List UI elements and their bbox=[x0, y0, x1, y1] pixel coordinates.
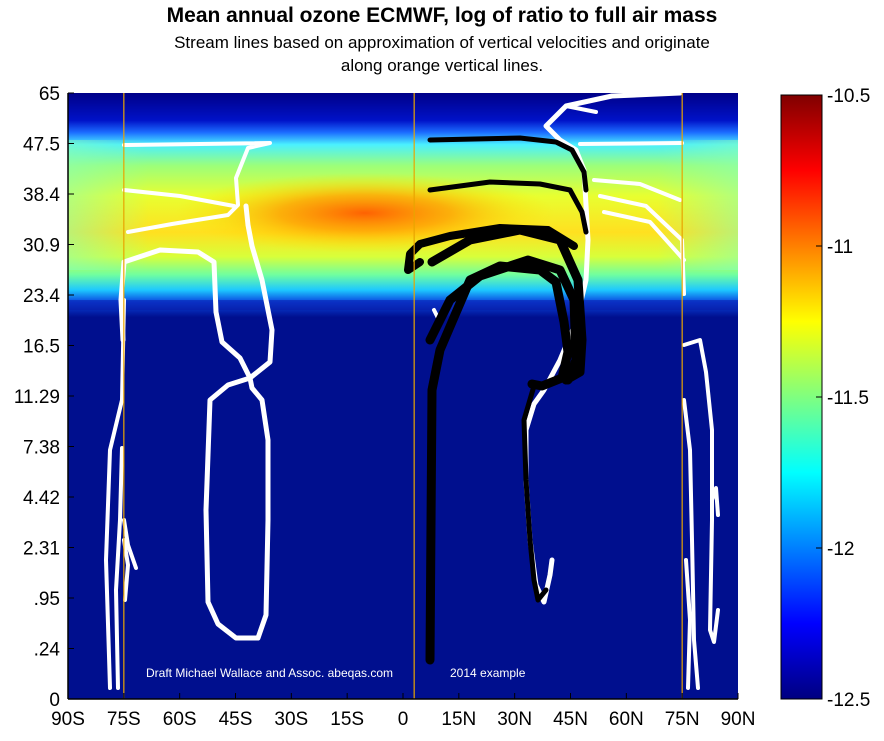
x-tick-label-0: 90S bbox=[51, 709, 85, 730]
y-tick-label-6: 11.29 bbox=[14, 387, 60, 408]
colorbar-tick-label-1: -11 bbox=[827, 237, 853, 258]
credit-annotation: Draft Michael Wallace and Assoc. abeqas.… bbox=[146, 666, 393, 680]
y-tick-label-10: .95 bbox=[34, 589, 60, 610]
x-tick-label-7: 15N bbox=[441, 709, 476, 730]
y-tick-label-8: 4.42 bbox=[23, 488, 60, 509]
colorbar-tick-label-2: -11.5 bbox=[827, 388, 869, 409]
y-tick-label-9: 2.31 bbox=[23, 539, 60, 560]
y-tick-label-5: 16.5 bbox=[23, 337, 60, 358]
y-tick-label-0: 65 bbox=[39, 84, 60, 105]
x-tick-label-8: 30N bbox=[497, 709, 532, 730]
stream-line-north-10 bbox=[710, 486, 720, 517]
stream-line-south-7 bbox=[122, 538, 130, 602]
stream-line-north-4 bbox=[592, 178, 682, 202]
x-tick-label-9: 45N bbox=[553, 709, 588, 730]
colorbar-tick-label-0: -10.5 bbox=[827, 86, 870, 107]
colorbar-tick-label-4: -12.5 bbox=[827, 690, 870, 711]
chart-subtitle-line-2: along orange vertical lines. bbox=[340, 56, 544, 75]
y-tick-label-12: 0 bbox=[49, 690, 60, 711]
x-tick-label-5: 15S bbox=[330, 709, 364, 730]
example-stream-line-2 bbox=[427, 179, 589, 235]
stream-line-north-2 bbox=[564, 104, 598, 114]
example-stream-line-1 bbox=[427, 135, 589, 193]
chart-subtitle-line-1: Stream lines based on approximation of v… bbox=[174, 33, 710, 52]
y-axis-ticks: 65 47.5 38.4 30.9 23.4 16.5 11.29 7.38 4.42 2.31.… bbox=[14, 84, 74, 711]
chart-title: Mean annual ozone ECMWF, log of ratio to… bbox=[166, 4, 718, 27]
x-axis-ticks: 90S 75S 60S 45S 30S 15S 0 15N 30N 45N 60N 75N 90N bbox=[51, 693, 755, 730]
stream-line-south-4 bbox=[104, 298, 126, 690]
example-stream-line-5 bbox=[427, 225, 587, 385]
x-tick-label-12: 90N bbox=[721, 709, 756, 730]
stream-line-north-3 bbox=[578, 141, 684, 146]
y-tick-label-4: 23.4 bbox=[23, 286, 60, 307]
y-tick-label-7: 7.38 bbox=[23, 438, 60, 459]
example-stream-line-4 bbox=[425, 255, 581, 385]
x-tick-label-6: 0 bbox=[398, 709, 409, 730]
stream-line-north-9 bbox=[684, 558, 692, 690]
stream-line-south-3 bbox=[118, 203, 275, 641]
colorbar-ticks: -10.5 -11 -11.5 -12 -12.5 bbox=[816, 86, 870, 711]
example-stream-line-7 bbox=[521, 383, 549, 603]
stream-line-north-7 bbox=[682, 338, 720, 644]
y-tick-label-1: 47.5 bbox=[23, 135, 60, 156]
x-tick-label-4: 30S bbox=[274, 709, 308, 730]
heatmap-band bbox=[68, 300, 738, 310]
stream-line-north-6 bbox=[602, 210, 686, 262]
y-tick-label-3: 30.9 bbox=[23, 236, 60, 257]
stream-lines bbox=[104, 93, 720, 690]
example-annotation: 2014 example bbox=[450, 666, 526, 680]
y-tick-label-11: .24 bbox=[34, 640, 61, 661]
stream-line-north-5 bbox=[598, 194, 686, 296]
y-tick-label-2: 38.4 bbox=[23, 185, 60, 206]
stream-line-south-5 bbox=[114, 446, 124, 690]
x-tick-label-3: 45S bbox=[219, 709, 253, 730]
x-tick-label-11: 75N bbox=[665, 709, 700, 730]
x-tick-label-2: 60S bbox=[163, 709, 197, 730]
example-stream-line-6 bbox=[404, 224, 578, 274]
seed-lines bbox=[123, 93, 683, 699]
stream-line-south-1 bbox=[122, 141, 272, 234]
stream-line-north-8 bbox=[682, 398, 700, 690]
stream-line-south-2 bbox=[122, 188, 236, 208]
example-stream-line-3 bbox=[425, 261, 573, 665]
colorbar bbox=[780, 94, 823, 700]
x-tick-label-1: 75S bbox=[107, 709, 141, 730]
colorbar-tick-label-3: -12 bbox=[827, 539, 854, 560]
x-tick-label-10: 60N bbox=[609, 709, 644, 730]
stream-line-south-6 bbox=[122, 518, 138, 570]
